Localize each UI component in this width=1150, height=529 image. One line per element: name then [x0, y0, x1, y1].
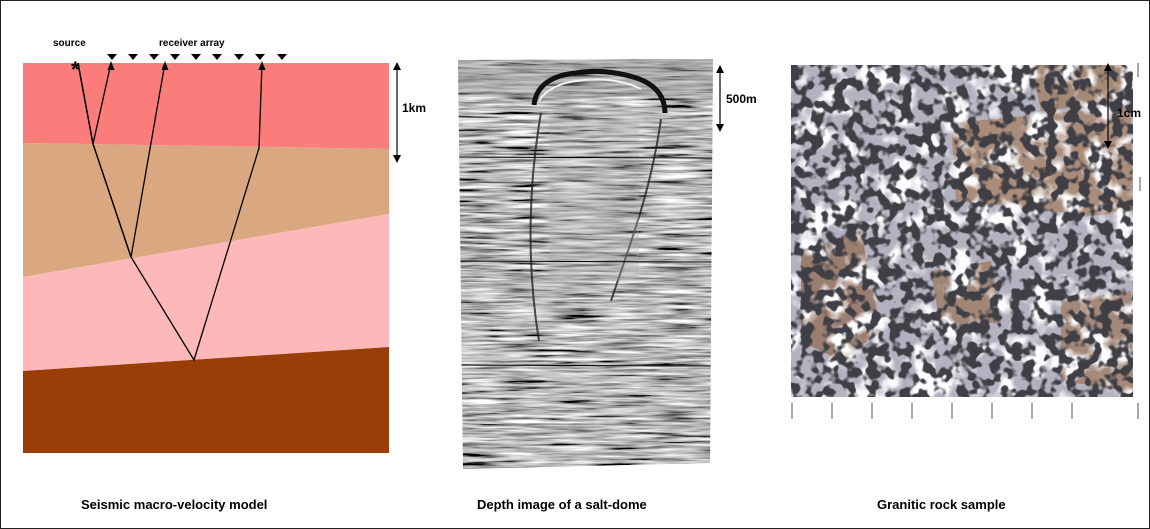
- granite-texture: [791, 65, 1133, 397]
- receiver-triangle-icon: [128, 54, 138, 60]
- receiver-triangle-icon: [107, 54, 117, 60]
- source-label: source: [53, 38, 86, 49]
- ray-arrowheads: [107, 61, 266, 70]
- scale-label-1cm: 1cm: [1117, 106, 1142, 120]
- salt-dome-crest: [531, 68, 668, 114]
- layer-4: [23, 347, 389, 453]
- noisy-top-band: [458, 59, 713, 97]
- horizon-line: [458, 364, 713, 367]
- scale-label-1km: 1km: [402, 101, 427, 115]
- receiver-triangle-icon: [212, 54, 222, 60]
- caption-granite: Granitic rock sample: [877, 497, 1006, 512]
- receiver-array-label: receiver array: [159, 38, 225, 49]
- caption-velocity-model: Seismic macro-velocity model: [81, 497, 268, 512]
- receiver-triangle-icon: [255, 54, 265, 60]
- salt-flank-right: [610, 118, 662, 302]
- layer-2: [23, 143, 389, 277]
- receiver-array-markers: [107, 54, 287, 60]
- scale-label-500m: 500m: [726, 92, 757, 106]
- receiver-triangle-icon: [191, 54, 201, 60]
- granite-scale-ticks: [791, 63, 1141, 419]
- scale-bar-1km: [393, 62, 401, 163]
- receiver-triangle-icon: [277, 54, 287, 60]
- salt-flank-left: [529, 112, 542, 342]
- caption-salt-dome: Depth image of a salt-dome: [477, 497, 647, 512]
- layer-3: [23, 214, 389, 371]
- ray-path-deep: [77, 62, 263, 362]
- scale-bar-1cm: [1104, 63, 1112, 149]
- arrowhead-icon: [107, 61, 115, 70]
- source-asterisk-icon: *: [71, 57, 80, 82]
- receiver-triangle-icon: [170, 54, 180, 60]
- arrowhead-icon: [258, 61, 266, 70]
- ray-paths: [77, 62, 263, 362]
- velocity-layers: [23, 63, 389, 453]
- horizon-line: [458, 260, 713, 263]
- arrowhead-icon: [161, 61, 169, 70]
- receiver-triangle-icon: [149, 54, 159, 60]
- scale-bar-500m: [716, 65, 724, 132]
- receiver-triangle-icon: [234, 54, 244, 60]
- layer-1: [23, 63, 389, 149]
- horizon-line: [458, 156, 713, 159]
